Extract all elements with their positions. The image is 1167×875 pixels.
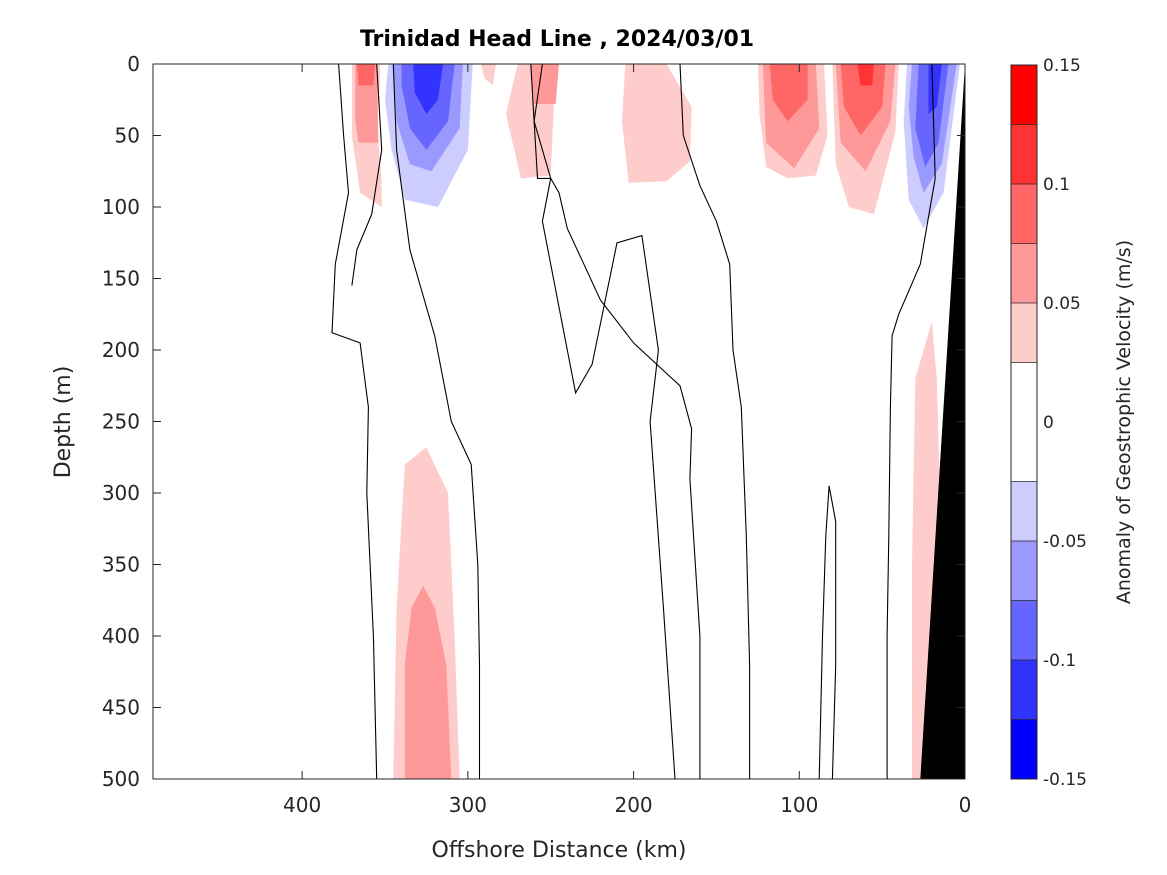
- y-axis-ticks: 0 50 100 150 200 250 300 350 400 450 500: [102, 52, 965, 791]
- contour-line: [530, 64, 676, 779]
- y-tick-label: 0: [127, 52, 140, 76]
- colorbar-band: [1011, 541, 1037, 601]
- velocity-region: [769, 543, 801, 779]
- velocity-region: [870, 443, 889, 779]
- velocity-region: [530, 64, 559, 104]
- y-tick-label: 150: [102, 267, 140, 291]
- velocity-region: [769, 64, 808, 122]
- y-tick-label: 250: [102, 410, 140, 434]
- colorbar-band: [1011, 65, 1037, 125]
- contour-line: [818, 485, 837, 779]
- colorbar-tick-label: -0.05: [1043, 532, 1087, 552]
- y-tick-label: 350: [102, 553, 140, 577]
- colorbar-band: [1011, 481, 1037, 541]
- chart-title: Trinidad Head Line , 2024/03/01: [360, 27, 754, 52]
- colorbar-tick-label: 0.05: [1043, 294, 1081, 314]
- x-axis-ticks: 400 300 200 100 0: [283, 64, 971, 817]
- plot-area: [153, 64, 965, 779]
- velocity-region: [915, 64, 949, 167]
- colorbar-frame: [1010, 64, 1038, 780]
- seafloor-bathymetry: [920, 64, 965, 779]
- colorbar-band: [1011, 362, 1037, 482]
- seafloor-shape: [920, 64, 965, 779]
- colorbar-band: [1011, 303, 1037, 363]
- velocity-region: [840, 64, 886, 136]
- x-axis-label: Offshore Distance (km): [432, 838, 687, 863]
- velocity-region: [481, 64, 496, 86]
- velocity-region: [404, 585, 452, 779]
- colorbar-label: Anomaly of Geostrophic Velocity (m/s): [1113, 240, 1135, 604]
- x-tick-label: 200: [614, 793, 652, 817]
- y-tick-label: 100: [102, 195, 140, 219]
- x-tick-label: 400: [283, 793, 321, 817]
- contour-line: [392, 64, 481, 779]
- y-tick-label: 450: [102, 696, 140, 720]
- velocity-region: [413, 64, 443, 115]
- y-tick-label: 300: [102, 481, 140, 505]
- colorbar-band: [1011, 124, 1037, 184]
- velocity-region: [622, 64, 692, 183]
- contour-line: [679, 64, 751, 779]
- contour-line: [351, 64, 383, 286]
- contour-line: [331, 64, 378, 779]
- colorbar-tick-label: 0.1: [1043, 175, 1070, 195]
- colorbar-tick-label: 0: [1043, 413, 1054, 433]
- y-tick-label: 200: [102, 338, 140, 362]
- y-tick-label: 50: [115, 124, 140, 148]
- x-tick-label: 100: [780, 793, 818, 817]
- colorbar-band: [1011, 719, 1037, 779]
- velocity-region: [857, 64, 874, 86]
- colorbar-band: [1011, 184, 1037, 244]
- y-tick-label: 500: [102, 767, 140, 791]
- colorbar-tick-label: -0.1: [1043, 651, 1076, 671]
- contour-line: [886, 64, 936, 779]
- velocity-anomaly-regions: [351, 64, 962, 779]
- x-tick-label: 300: [449, 793, 487, 817]
- colorbar-band: [1011, 243, 1037, 303]
- colorbar-tick-label: -0.15: [1043, 770, 1087, 790]
- colorbar-band: [1011, 600, 1037, 660]
- x-tick-label: 0: [959, 793, 972, 817]
- y-tick-label: 400: [102, 624, 140, 648]
- colorbar-tick-label: 0.15: [1043, 56, 1081, 76]
- zero-contour-lines: [331, 64, 936, 779]
- colorbar-band: [1011, 660, 1037, 720]
- colorbar: 0.15 0.1 0.05 0 -0.05 -0.1 -0.15: [1010, 56, 1087, 790]
- y-axis-label: Depth (m): [51, 366, 76, 479]
- velocity-region: [356, 64, 376, 86]
- contour-line: [533, 64, 701, 779]
